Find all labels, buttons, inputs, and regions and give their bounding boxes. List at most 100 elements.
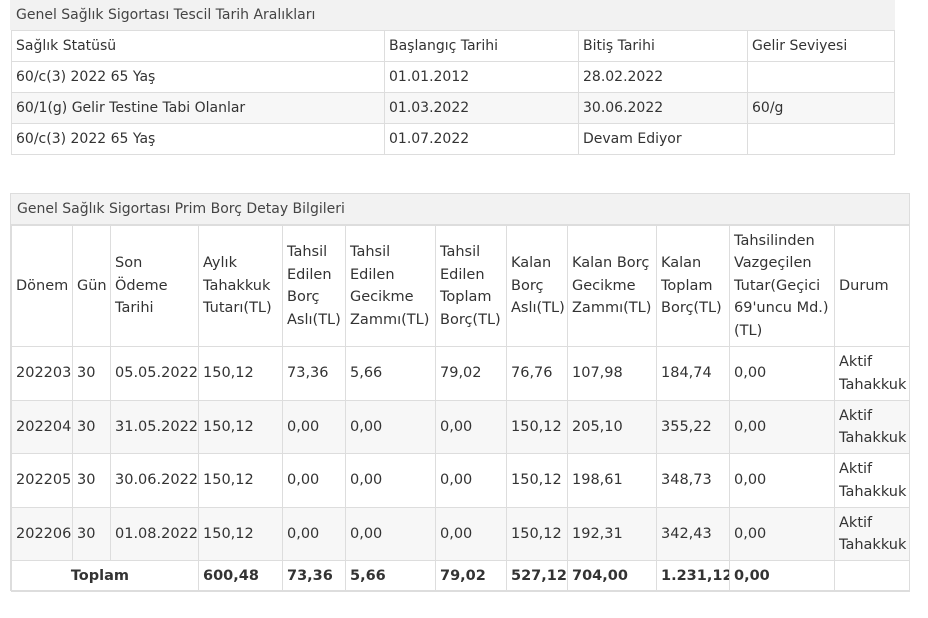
period-cell: 202206 [11,506,73,561]
collected-principal-cell: 0,00 [282,453,346,508]
debt-panel: Genel Sağlık Sigortası Prim Borç Detay B… [10,193,910,592]
col-header-remaining-principal: Kalan Borç Aslı(TL) [506,225,568,347]
collected-total-cell: 0,00 [435,506,507,561]
status-cell: Aktif Tahakkuk [834,506,910,561]
collected-total-cell: 0,00 [435,453,507,508]
due-date-cell: 05.05.2022 [110,346,199,401]
days-cell: 30 [72,506,111,561]
collected-total-cell: 0,00 [435,399,507,454]
status-cell: 60/c(3) 2022 65 Yaş [11,61,385,93]
days-cell: 30 [72,453,111,508]
monthly-accrual-cell: 150,12 [198,399,283,454]
debt-row: 202206 30 01.08.2022 150,12 0,00 0,00 0,00 150,… [11,506,910,561]
col-header-income-level: Gelir Seviyesi [747,30,895,62]
remaining-total-cell: 348,73 [656,453,730,508]
debt-totals-row: Toplam 600,48 73,36 5,66 79,02 527,12 704,00 1… [11,560,910,592]
registration-row: 60/1(g) Gelir Testine Tabi Olanlar 01.03.… [11,92,895,124]
remaining-principal-cell: 76,76 [506,346,568,401]
collected-late-fee-cell: 5,66 [345,346,436,401]
total-monthly-accrual: 600,48 [198,560,283,592]
debt-row: 202204 30 31.05.2022 150,12 0,00 0,00 0,00 150,… [11,399,910,454]
debt-row: 202205 30 30.06.2022 150,12 0,00 0,00 0,00 150,… [11,453,910,508]
registration-row: 60/c(3) 2022 65 Yaş 01.01.2012 28.02.2022 [11,61,895,93]
income-level-cell [747,123,895,155]
remaining-late-fee-cell: 205,10 [567,399,657,454]
status-cell: Aktif Tahakkuk [834,346,910,401]
col-header-status: Sağlık Statüsü [11,30,385,62]
remaining-late-fee-cell: 198,61 [567,453,657,508]
due-date-cell: 01.08.2022 [110,506,199,561]
collected-principal-cell: 0,00 [282,399,346,454]
col-header-days: Gün [72,225,111,347]
period-cell: 202204 [11,399,73,454]
col-header-end-date: Bitiş Tarihi [578,30,748,62]
end-date-cell: 28.02.2022 [578,61,748,93]
start-date-cell: 01.07.2022 [384,123,579,155]
col-header-period: Dönem [11,225,73,347]
total-remaining-late-fee: 704,00 [567,560,657,592]
days-cell: 30 [72,399,111,454]
end-date-cell: 30.06.2022 [578,92,748,124]
status-cell: Aktif Tahakkuk [834,399,910,454]
total-collected-total: 79,02 [435,560,507,592]
collected-principal-cell: 73,36 [282,346,346,401]
col-header-monthly-accrual: Aylık Tahakkuk Tutarı(TL) [198,225,283,347]
col-header-waived-amount: Tahsilinden Vazgeçilen Tutar(Geçici 69'u… [729,225,835,347]
collected-late-fee-cell: 0,00 [345,506,436,561]
col-header-start-date: Başlangıç Tarihi [384,30,579,62]
monthly-accrual-cell: 150,12 [198,506,283,561]
period-cell: 202203 [11,346,73,401]
total-waived-amount: 0,00 [729,560,835,592]
total-remaining-principal: 527,12 [506,560,568,592]
remaining-late-fee-cell: 107,98 [567,346,657,401]
start-date-cell: 01.03.2022 [384,92,579,124]
registration-table: Sağlık Statüsü Başlangıç Tarihi Bitiş Ta… [11,30,895,155]
debt-row: 202203 30 05.05.2022 150,12 73,36 5,66 79,02 76… [11,346,910,401]
total-status [834,560,910,592]
monthly-accrual-cell: 150,12 [198,453,283,508]
end-date-cell: Devam Ediyor [578,123,748,155]
total-collected-late-fee: 5,66 [345,560,436,592]
total-collected-principal: 73,36 [282,560,346,592]
remaining-total-cell: 184,74 [656,346,730,401]
registration-panel-title: Genel Sağlık Sigortası Tescil Tarih Aral… [10,0,895,30]
days-cell: 30 [72,346,111,401]
col-header-remaining-total: Kalan Toplam Borç(TL) [656,225,730,347]
registration-header-row: Sağlık Statüsü Başlangıç Tarihi Bitiş Ta… [11,30,895,62]
col-header-collected-principal: Tahsil Edilen Borç Aslı(TL) [282,225,346,347]
total-remaining-total: 1.231,12 [656,560,730,592]
remaining-principal-cell: 150,12 [506,453,568,508]
waived-amount-cell: 0,00 [729,346,835,401]
collected-late-fee-cell: 0,00 [345,453,436,508]
waived-amount-cell: 0,00 [729,453,835,508]
col-header-remaining-late-fee: Kalan Borç Gecikme Zammı(TL) [567,225,657,347]
status-cell: 60/1(g) Gelir Testine Tabi Olanlar [11,92,385,124]
debt-panel-title: Genel Sağlık Sigortası Prim Borç Detay B… [11,194,909,225]
remaining-late-fee-cell: 192,31 [567,506,657,561]
totals-label: Toplam [11,560,199,592]
col-header-due-date: Son Ödeme Tarihi [110,225,199,347]
col-header-collected-late-fee: Tahsil Edilen Gecikme Zammı(TL) [345,225,436,347]
col-header-collected-total: Tahsil Edilen Toplam Borç(TL) [435,225,507,347]
collected-total-cell: 79,02 [435,346,507,401]
status-cell: Aktif Tahakkuk [834,453,910,508]
registration-row: 60/c(3) 2022 65 Yaş 01.07.2022 Devam Ediyo… [11,123,895,155]
waived-amount-cell: 0,00 [729,506,835,561]
collected-principal-cell: 0,00 [282,506,346,561]
remaining-total-cell: 342,43 [656,506,730,561]
period-cell: 202205 [11,453,73,508]
start-date-cell: 01.01.2012 [384,61,579,93]
debt-header-row: Dönem Gün Son Ödeme Tarihi Aylık Tahakkuk T… [11,225,910,347]
remaining-principal-cell: 150,12 [506,506,568,561]
waived-amount-cell: 0,00 [729,399,835,454]
debt-table: Dönem Gün Son Ödeme Tarihi Aylık Tahakkuk T… [11,225,910,592]
due-date-cell: 30.06.2022 [110,453,199,508]
registration-panel: Genel Sağlık Sigortası Tescil Tarih Aral… [10,0,895,155]
due-date-cell: 31.05.2022 [110,399,199,454]
income-level-cell [747,61,895,93]
remaining-total-cell: 355,22 [656,399,730,454]
collected-late-fee-cell: 0,00 [345,399,436,454]
monthly-accrual-cell: 150,12 [198,346,283,401]
col-header-status: Durum [834,225,910,347]
status-cell: 60/c(3) 2022 65 Yaş [11,123,385,155]
